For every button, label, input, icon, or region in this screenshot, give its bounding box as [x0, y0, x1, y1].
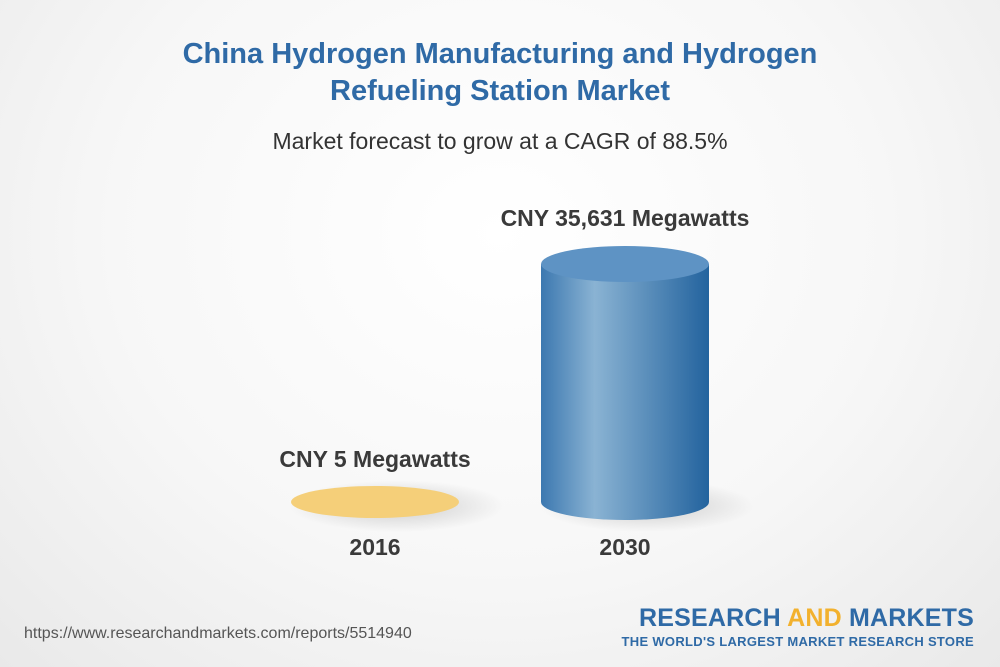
brand-word-and: AND [787, 604, 842, 632]
bar-top-2030 [541, 246, 709, 282]
bar-2016 [291, 486, 459, 518]
chart-title-line-2: Refueling Station Market [330, 75, 670, 107]
brand-tagline: THE WORLD'S LARGEST MARKET RESEARCH STOR… [621, 634, 974, 649]
category-label-2016: 2016 [349, 534, 400, 560]
bars-group: CNY 5 Megawatts 2016 CNY 35,631 Megawatts 2… [279, 205, 755, 560]
chart-subtitle: Market forecast to grow at a CAGR of 88.… [272, 128, 728, 154]
chart-title-line-1: China Hydrogen Manufacturing and Hydroge… [182, 38, 818, 70]
bar-2030 [541, 264, 709, 520]
brand-logo: RESEARCH AND MARKETS THE WORLD'S LARGEST… [622, 604, 974, 649]
brand-name: RESEARCH AND MARKETS [622, 604, 974, 632]
chart-title: China Hydrogen Manufacturing and Hydroge… [0, 36, 1000, 110]
data-label-2030: CNY 35,631 Megawatts [501, 205, 750, 231]
brand-word-research: RESEARCH [638, 604, 781, 632]
brand-word-markets: MARKETS [848, 604, 974, 632]
category-label-2030: 2030 [599, 534, 650, 560]
source-url[interactable]: https://www.researchandmarkets.com/repor… [24, 625, 412, 642]
data-label-2016: CNY 5 Megawatts [279, 446, 470, 472]
